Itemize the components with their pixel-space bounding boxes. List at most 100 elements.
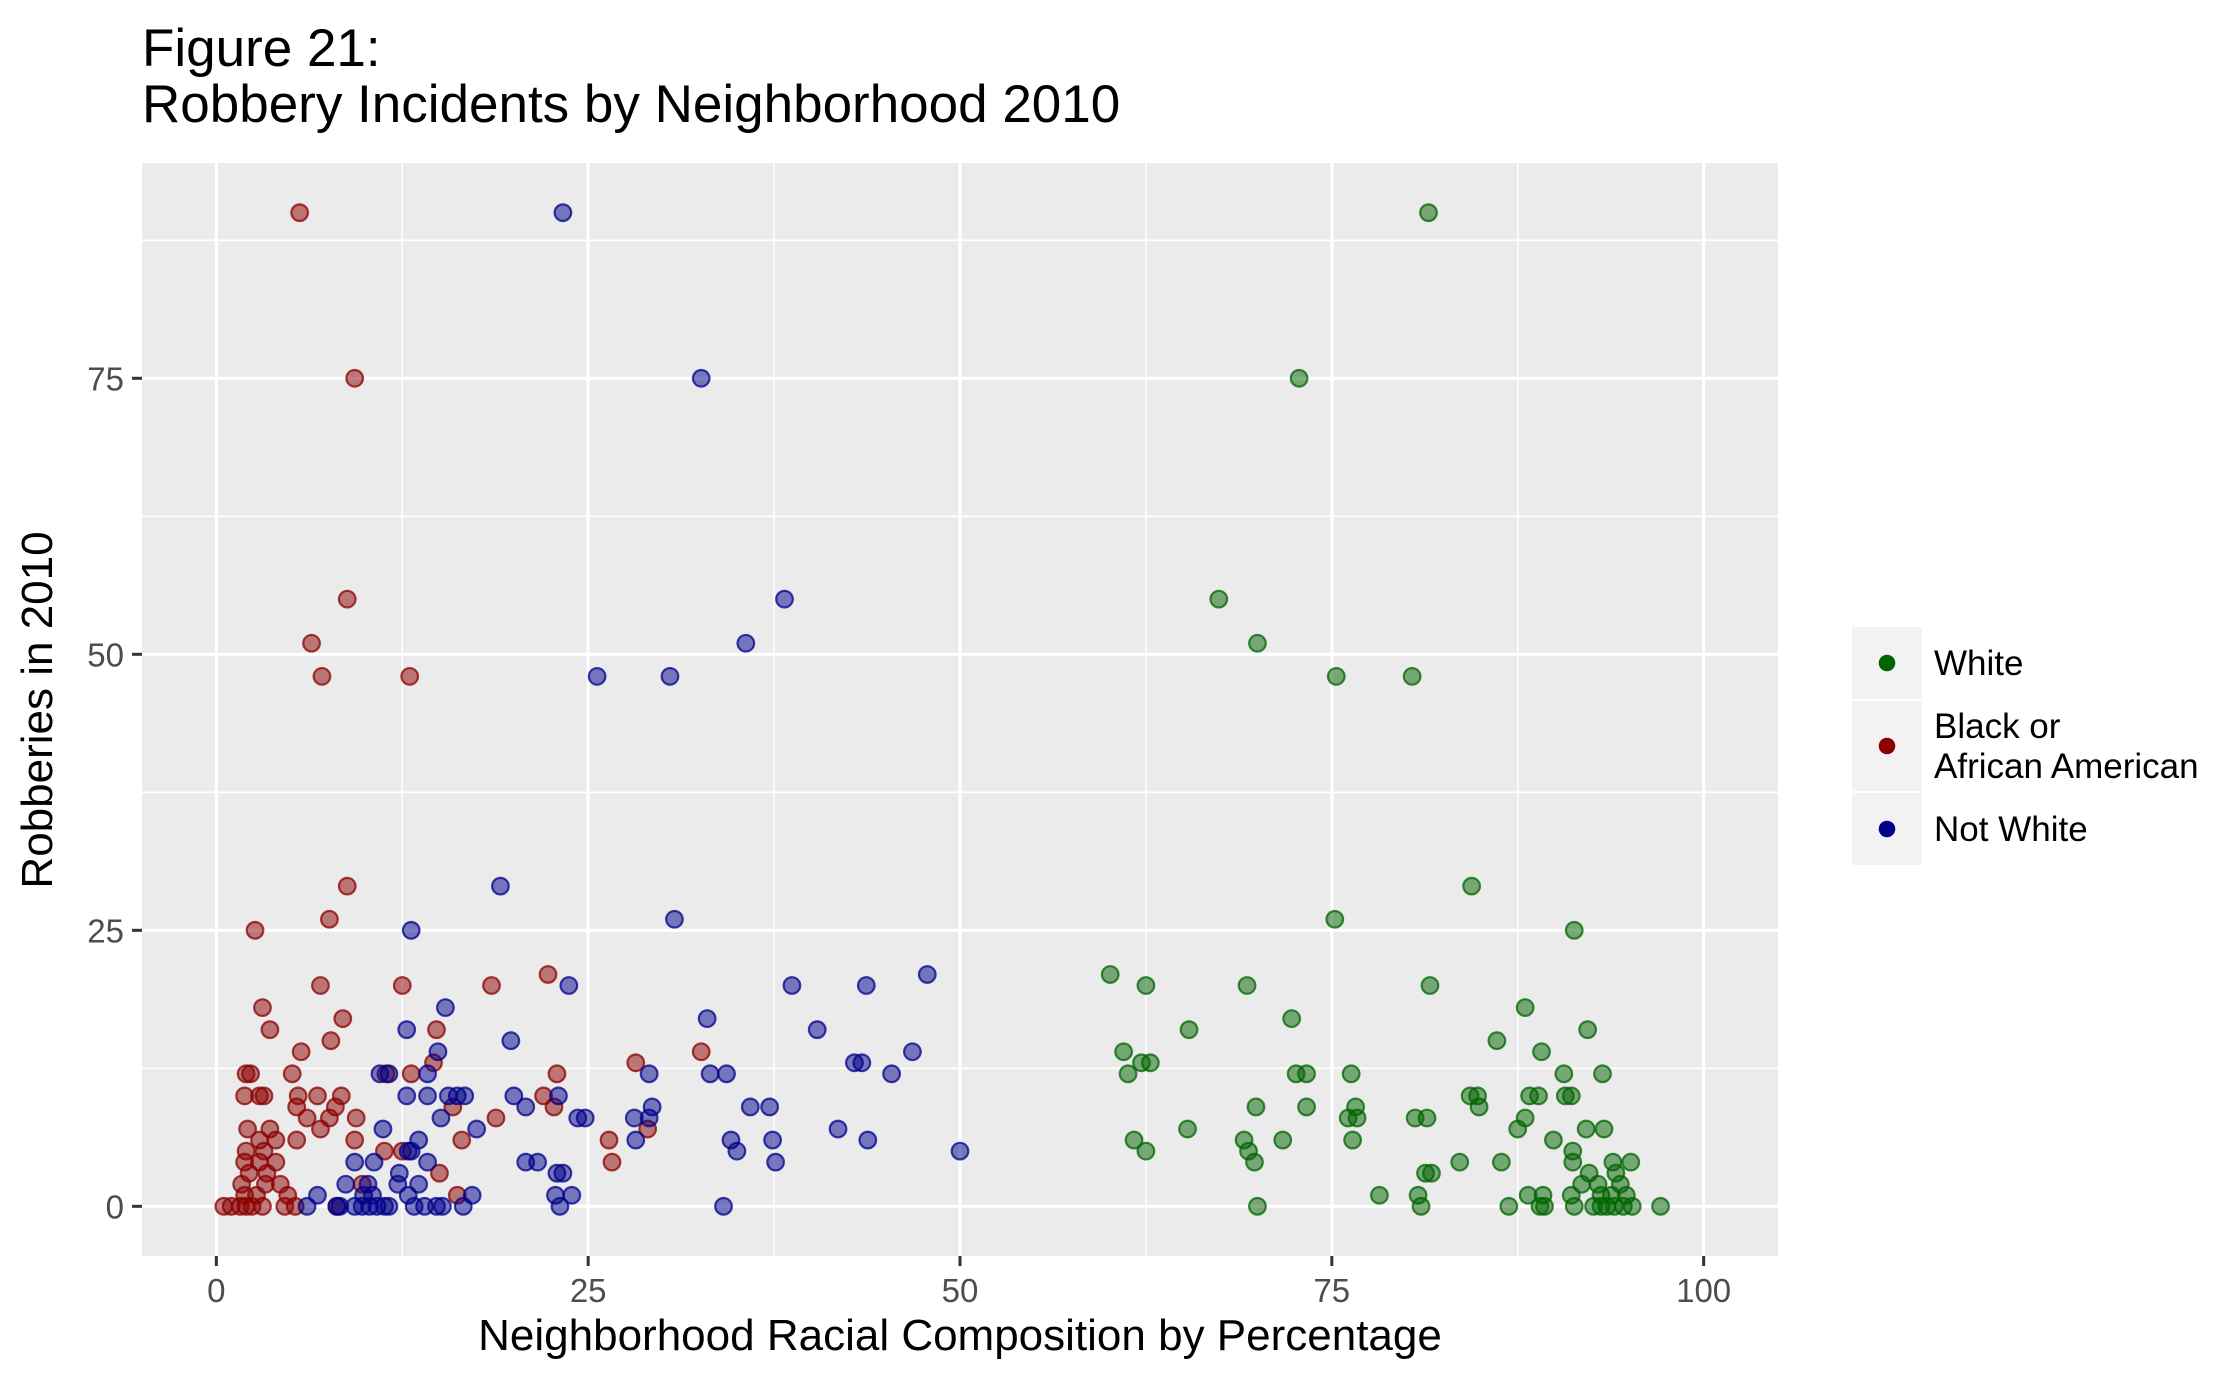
data-point (282, 1064, 302, 1084)
data-point (1140, 1053, 1160, 1073)
data-point (736, 633, 756, 653)
data-point (917, 965, 937, 984)
data-point (858, 1130, 878, 1150)
data-point (1100, 965, 1120, 984)
data-point (1136, 976, 1156, 995)
data-point (253, 1196, 272, 1216)
data-point (1419, 203, 1438, 223)
data-point (1535, 1196, 1554, 1216)
data-point (430, 1163, 449, 1183)
data-point (1136, 1141, 1156, 1161)
data-point (1578, 1020, 1598, 1040)
x-axis-title: Neighborhood Racial Composition by Perce… (478, 1311, 1442, 1360)
data-point (727, 1141, 747, 1161)
data-point (482, 976, 501, 995)
data-point (297, 1108, 317, 1128)
data-point (1564, 920, 1584, 940)
data-point (587, 666, 607, 686)
series-0 (1100, 203, 1670, 1216)
data-point (549, 1086, 568, 1106)
data-point (346, 1108, 366, 1128)
data-point (436, 998, 455, 1017)
data-point (562, 1185, 582, 1205)
data-point (1118, 1064, 1138, 1084)
legend-label-0: White (1934, 644, 2023, 683)
legend: White Black or African American Not White (1852, 627, 2199, 865)
data-point (312, 666, 332, 686)
data-point (665, 909, 684, 929)
legend-label-2: Not White (1934, 810, 2088, 849)
data-point (1499, 1196, 1519, 1216)
data-point (763, 1130, 782, 1150)
legend-swatch-2 (1878, 820, 1896, 838)
data-point (1289, 368, 1309, 388)
data-point (467, 1119, 487, 1139)
data-point (602, 1152, 622, 1172)
data-point (516, 1097, 536, 1117)
data-point (1179, 1020, 1199, 1040)
data-point (1554, 1064, 1574, 1084)
data-point (1422, 1163, 1441, 1183)
data-point (1469, 1097, 1489, 1117)
data-point (639, 1064, 659, 1084)
data-point (691, 1042, 711, 1062)
data-point (453, 1196, 473, 1216)
data-point (290, 203, 310, 223)
data-point (418, 1152, 437, 1172)
data-point (297, 1196, 317, 1216)
series-2 (297, 203, 970, 1216)
data-point (1508, 1119, 1528, 1139)
data-point (1487, 1031, 1507, 1051)
data-point (336, 1174, 356, 1194)
data-point (1343, 1130, 1363, 1150)
data-point (1326, 666, 1346, 686)
data-point (1564, 1196, 1584, 1216)
data-point (559, 976, 579, 995)
data-point (254, 1086, 274, 1106)
data-point (1341, 1064, 1361, 1084)
chart-title-line-1: Figure 21: (142, 19, 381, 78)
data-point (547, 1064, 567, 1084)
data-point (828, 1119, 848, 1139)
data-point (266, 1130, 286, 1150)
data-point (599, 1130, 619, 1150)
data-point (345, 1130, 365, 1150)
data-point (364, 1152, 384, 1172)
data-point (697, 1009, 717, 1029)
y-tick-label: 0 (106, 1188, 124, 1225)
data-point (1529, 1086, 1548, 1106)
x-axis: 0 25 50 75 100 (207, 1256, 1731, 1309)
legend-swatch-0 (1878, 654, 1896, 672)
data-point (660, 666, 680, 686)
data-point (418, 1086, 437, 1106)
data-point (807, 1020, 827, 1040)
data-point (1651, 1196, 1670, 1216)
x-tick-label: 50 (942, 1272, 979, 1309)
data-point (379, 1196, 399, 1216)
data-point (717, 1064, 736, 1084)
data-point (1370, 1185, 1389, 1205)
data-point (401, 1141, 421, 1161)
data-point (433, 1196, 452, 1216)
data-point (775, 589, 794, 609)
data-point (486, 1108, 506, 1128)
data-point (700, 1064, 720, 1084)
data-point (455, 1086, 475, 1106)
data-point (1178, 1119, 1197, 1139)
data-point (452, 1130, 472, 1150)
data-point (950, 1141, 970, 1161)
data-point (1246, 1097, 1266, 1117)
grid-lines (142, 163, 1778, 1256)
data-point (1417, 1108, 1437, 1128)
data-point (337, 589, 357, 609)
data-point (1462, 876, 1482, 896)
data-point (1297, 1097, 1316, 1117)
data-point (1594, 1119, 1614, 1139)
data-point (337, 876, 357, 896)
data-point (553, 203, 573, 223)
data-point (302, 633, 321, 653)
x-tick-label: 100 (1676, 1272, 1731, 1309)
data-point (528, 1152, 548, 1172)
y-tick-label: 25 (87, 912, 124, 949)
data-point (400, 666, 420, 686)
